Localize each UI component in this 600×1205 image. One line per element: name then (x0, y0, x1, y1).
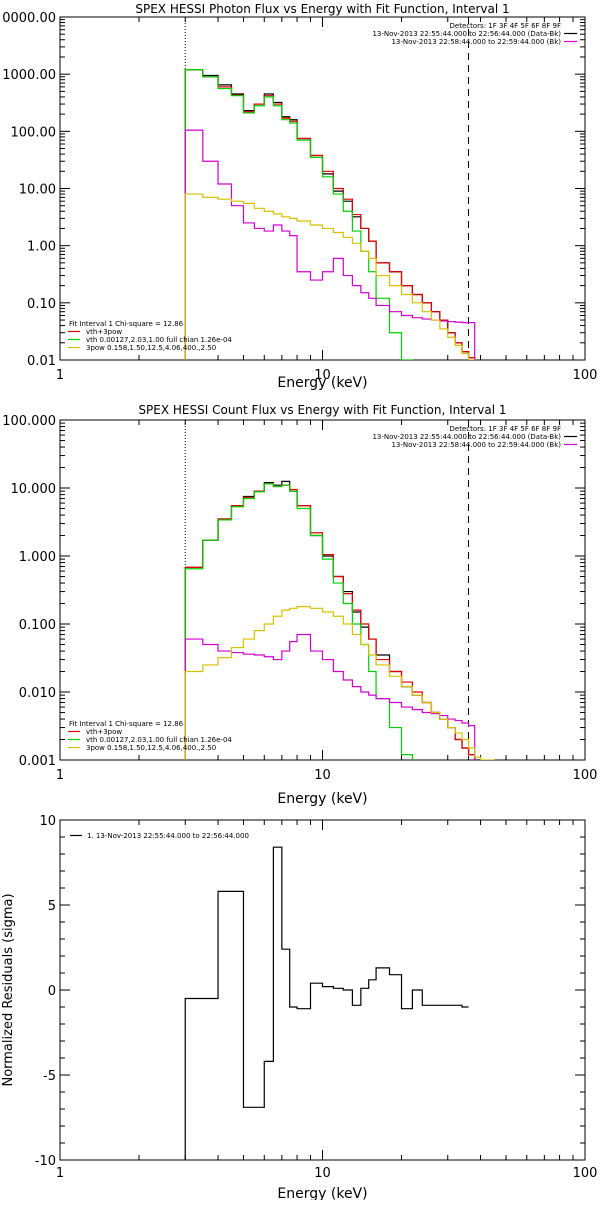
y-tick-label: 5 (48, 899, 56, 914)
y-tick-label: 0.010 (19, 686, 56, 701)
residuals-ylabel: Normalized Residuals (sigma) (1, 893, 16, 1086)
plot-frame (59, 16, 586, 361)
count-flux-panel: SPEX HESSI Count Flux vs Energy with Fit… (2, 403, 597, 807)
y-tick-label: 10.000 (11, 482, 57, 497)
count-flux-xlabel: Energy (keV) (277, 791, 367, 807)
x-tick-label: 100 (573, 768, 598, 783)
legend-label: vth+3pow (86, 728, 122, 736)
series-black (184, 480, 482, 760)
x-tick-label: 10 (314, 1166, 331, 1181)
photon-flux-title: SPEX HESSI Photon Flux vs Energy with Fi… (135, 2, 509, 16)
series-yellow (184, 606, 495, 760)
series-magenta (184, 633, 476, 760)
photon-flux-panel: SPEX HESSI Photon Flux vs Energy with Fi… (2, 2, 597, 391)
y-tick-label: 0.100 (19, 618, 56, 633)
y-tick-label: 0.10 (27, 297, 56, 312)
legend-label: 13-Nov-2013 22:55:44.000 to 22:56:44.000… (372, 30, 561, 38)
plot-frame (59, 819, 586, 1161)
x-tick-label: 1 (56, 368, 64, 383)
series-green (184, 483, 413, 760)
y-tick-label: 1000.00 (2, 68, 56, 83)
x-tick-label: 100 (573, 1166, 598, 1181)
series-red (184, 483, 476, 760)
y-tick-label: 0 (48, 984, 56, 999)
series-black (184, 846, 469, 1160)
legend-label: vth 0.00127,2.03,1.00 full chian 1.26e-0… (86, 736, 232, 744)
series-red (184, 69, 476, 360)
y-tick-label: 100.00 (11, 125, 57, 140)
y-tick-label: -10 (35, 1154, 56, 1169)
legend-label: vth 0.00127,2.03,1.00 full chian 1.26e-0… (86, 336, 232, 344)
x-tick-label: 1 (56, 1166, 64, 1181)
y-tick-label: -5 (43, 1069, 56, 1084)
y-tick-label: 1.00 (27, 240, 56, 255)
photon-flux-xlabel: Energy (keV) (277, 375, 367, 391)
y-tick-label: 1.000 (19, 550, 56, 565)
legend-label: 13-Nov-2013 22:55:44.000 to 22:56:44.000… (372, 433, 561, 441)
y-tick-label: 10 (39, 814, 56, 829)
series-green (184, 69, 413, 360)
x-tick-label: 100 (573, 368, 598, 383)
legend-label: vth+3pow (86, 328, 122, 336)
y-tick-label: 0.001 (19, 754, 56, 769)
legend-label: Fit Interval 1 Chi-square = 12.86 (69, 720, 184, 728)
x-tick-label: 10 (314, 368, 331, 383)
series-yellow (184, 193, 476, 360)
y-tick-label: 0.01 (27, 354, 56, 369)
plot-frame (59, 419, 586, 761)
series-magenta (184, 129, 476, 360)
legend-label: 3pow 0.158,1.50,12.5,4.06,400.,2.50 (86, 344, 216, 352)
y-tick-label: 100.000 (2, 414, 56, 429)
legend-label: 13-Nov-2013 22:58:44.000 to 22:59:44.000… (391, 38, 561, 46)
residuals-panel: Energy (keV) Normalized Residuals (sigma… (1, 814, 598, 1202)
y-tick-label: 0000.00 (2, 11, 56, 26)
legend-label: 13-Nov-2013 22:58:44.000 to 22:59:44.000… (391, 441, 561, 449)
legend-label: 3pow 0.158,1.50,12.5,4.06,400.,2.50 (86, 744, 216, 752)
x-tick-label: 1 (56, 768, 64, 783)
y-tick-label: 10.00 (19, 183, 56, 198)
legend-label: Detectors: 1F 3F 4F 5F 6F 8F 9F (450, 425, 561, 433)
legend-label: 1. 13-Nov-2013 22:55:44.000 to 22:56:44.… (87, 832, 249, 840)
x-tick-label: 10 (314, 768, 331, 783)
count-flux-title: SPEX HESSI Count Flux vs Energy with Fit… (138, 403, 506, 417)
legend-label: Fit Interval 1 Chi-square = 12.86 (69, 320, 184, 328)
legend-label: Detectors: 1F 3F 4F 5F 6F 8F 9F (450, 22, 561, 30)
residuals-xlabel: Energy (keV) (277, 1186, 367, 1200)
